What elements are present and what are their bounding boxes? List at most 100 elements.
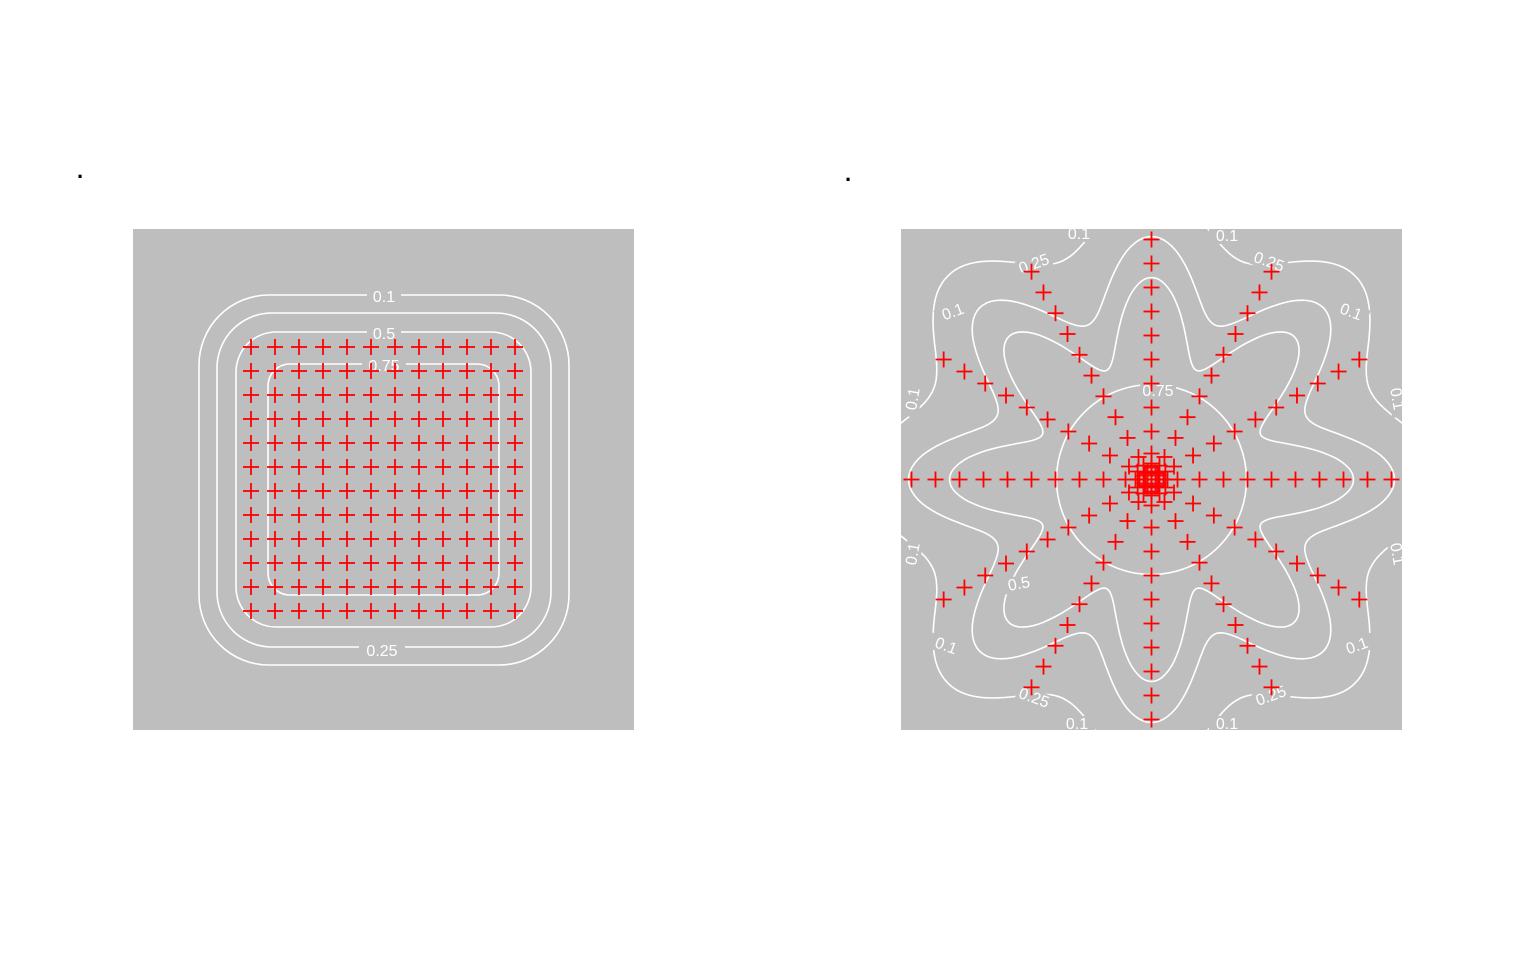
data-point <box>267 507 283 523</box>
data-point <box>1143 483 1160 500</box>
data-point <box>363 339 379 355</box>
data-point <box>1203 575 1220 592</box>
data-point <box>411 339 427 355</box>
data-point <box>363 387 379 403</box>
data-point <box>1156 494 1173 511</box>
data-point <box>459 483 475 499</box>
data-point <box>1071 596 1088 613</box>
data-point <box>1247 531 1264 548</box>
data-point <box>243 555 259 571</box>
data-point <box>315 411 331 427</box>
data-point <box>1191 554 1208 571</box>
data-point <box>1018 399 1035 416</box>
data-point <box>459 507 475 523</box>
data-point <box>975 471 992 488</box>
right-point-rays <box>903 231 1400 728</box>
contour-label: 0.75 <box>1142 383 1173 400</box>
data-point <box>1130 494 1147 511</box>
data-point <box>411 435 427 451</box>
data-point <box>1071 346 1088 363</box>
data-point <box>411 363 427 379</box>
contour-label: 0.1 <box>1066 716 1088 730</box>
data-point <box>1179 409 1196 426</box>
data-point <box>1263 263 1280 280</box>
data-point <box>1239 471 1256 488</box>
data-point <box>315 531 331 547</box>
data-point <box>435 411 451 427</box>
data-point <box>387 435 403 451</box>
data-point <box>1167 429 1184 446</box>
data-point <box>483 603 499 619</box>
data-point <box>291 411 307 427</box>
contour-label: 0.5 <box>1007 574 1032 595</box>
data-point <box>483 339 499 355</box>
data-point <box>483 459 499 475</box>
data-point <box>315 435 331 451</box>
data-point <box>1311 471 1328 488</box>
left-chart-title: . <box>77 158 84 183</box>
data-point <box>1330 363 1347 380</box>
data-point <box>459 459 475 475</box>
data-point <box>483 435 499 451</box>
data-point <box>1095 471 1112 488</box>
data-point <box>267 387 283 403</box>
data-point <box>1167 513 1184 530</box>
data-point <box>1226 423 1243 440</box>
data-point <box>339 339 355 355</box>
data-point <box>1335 471 1352 488</box>
data-point <box>339 579 355 595</box>
data-point <box>363 603 379 619</box>
data-point <box>1130 448 1147 465</box>
data-point <box>1351 591 1368 608</box>
data-point <box>483 555 499 571</box>
data-point <box>1143 639 1160 656</box>
data-point <box>435 459 451 475</box>
data-point <box>483 507 499 523</box>
data-point <box>267 579 283 595</box>
data-point <box>1143 663 1160 680</box>
data-point <box>243 411 259 427</box>
left-point-grid <box>243 339 523 619</box>
data-point <box>363 483 379 499</box>
data-point <box>363 411 379 427</box>
data-point <box>1047 637 1064 654</box>
data-point <box>1157 463 1174 480</box>
data-point <box>483 387 499 403</box>
data-point <box>1359 471 1376 488</box>
data-point <box>387 363 403 379</box>
data-point <box>507 387 523 403</box>
data-point <box>483 363 499 379</box>
data-point <box>1018 543 1035 560</box>
data-point <box>951 471 968 488</box>
data-point <box>1226 519 1243 536</box>
data-point <box>291 579 307 595</box>
contour-label: 0.1 <box>1216 716 1238 730</box>
data-point <box>1119 429 1136 446</box>
data-point <box>1166 458 1183 475</box>
data-point <box>291 435 307 451</box>
data-point <box>998 555 1015 572</box>
data-point <box>1081 435 1098 452</box>
data-point <box>1083 367 1100 384</box>
data-point <box>903 471 920 488</box>
data-point <box>459 435 475 451</box>
data-point <box>435 339 451 355</box>
data-point <box>1143 231 1160 248</box>
data-point <box>243 459 259 475</box>
data-point <box>1120 484 1137 501</box>
data-point <box>315 459 331 475</box>
contour-label: 0.1 <box>1068 229 1090 243</box>
data-point <box>1143 327 1160 344</box>
data-point <box>956 579 973 596</box>
data-point <box>315 579 331 595</box>
data-point <box>267 411 283 427</box>
data-point <box>507 603 523 619</box>
data-point <box>387 411 403 427</box>
data-point <box>1101 447 1118 464</box>
data-point <box>387 555 403 571</box>
data-point <box>435 603 451 619</box>
data-point <box>363 507 379 523</box>
data-point <box>1143 279 1160 296</box>
data-point <box>1143 543 1160 560</box>
data-point <box>435 555 451 571</box>
